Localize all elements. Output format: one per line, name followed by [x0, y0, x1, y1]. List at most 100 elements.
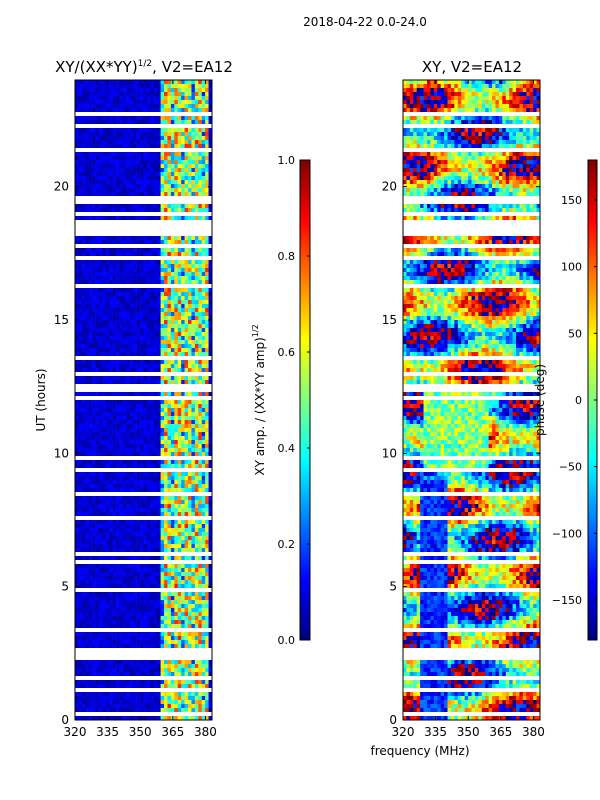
amplitude-cell: [177, 208, 182, 213]
amplitude-cell: [85, 96, 89, 101]
amplitude-cell: [150, 352, 155, 357]
amplitude-cell: [75, 564, 79, 569]
amplitude-cell: [164, 132, 168, 137]
amplitude-cell: [170, 520, 175, 525]
amplitude-cell: [122, 404, 127, 409]
amplitude-cell: [164, 140, 168, 145]
amplitude-cell: [164, 620, 168, 625]
amplitude-cell: [177, 308, 182, 313]
amplitude-cell: [105, 496, 110, 501]
amplitude-cell: [208, 488, 212, 493]
amplitude-cell: [194, 280, 199, 285]
amplitude-cell: [177, 604, 182, 609]
amplitude-cell: [133, 488, 137, 493]
amplitude-cell: [122, 364, 127, 369]
amplitude-cell: [174, 608, 179, 613]
amplitude-cell: [201, 416, 206, 421]
amplitude-cell: [157, 304, 161, 309]
amplitude-cell: [112, 288, 117, 293]
amplitude-cell: [198, 392, 203, 397]
amplitude-cell: [153, 512, 158, 517]
amplitude-cell: [92, 128, 96, 133]
amplitude-cell: [198, 532, 203, 537]
amplitude-cell: [140, 692, 144, 697]
amplitude-cell: [150, 168, 155, 173]
amplitude-cell: [88, 324, 93, 329]
amplitude-cell: [116, 480, 120, 485]
amplitude-cell: [191, 476, 196, 481]
amplitude-cell: [95, 568, 100, 573]
amplitude-cell: [164, 320, 168, 325]
amplitude-cell: [126, 524, 131, 529]
amplitude-cell: [136, 440, 141, 445]
amplitude-cell: [164, 540, 168, 545]
amplitude-cell: [208, 248, 212, 253]
amplitude-cell: [177, 180, 182, 185]
amplitude-cell: [157, 336, 161, 341]
amplitude-cell: [167, 404, 172, 409]
amplitude-cell: [140, 488, 144, 493]
amplitude-cell: [136, 204, 141, 209]
amplitude-cell: [140, 540, 144, 545]
amplitude-cell: [208, 672, 212, 677]
amplitude-cell: [98, 696, 103, 701]
amplitude-cell: [167, 376, 172, 381]
amplitude-cell: [188, 576, 192, 581]
amplitude-cell: [167, 364, 172, 369]
amplitude-cell: [188, 332, 192, 337]
amplitude-cell: [105, 684, 110, 689]
amplitude-cell: [184, 88, 189, 93]
amplitude-cell: [136, 580, 141, 585]
amplitude-cell: [98, 568, 103, 573]
amplitude-cell: [122, 264, 127, 269]
amplitude-cell: [105, 420, 110, 425]
amplitude-cell: [184, 460, 189, 465]
amplitude-cell: [102, 368, 107, 373]
amplitude-cell: [160, 476, 165, 481]
amplitude-cell: [181, 248, 185, 253]
amplitude-cell: [146, 184, 151, 189]
amplitude-cell: [167, 460, 172, 465]
amplitude-cell: [81, 276, 86, 281]
amplitude-cell: [92, 512, 96, 517]
amplitude-cell: [75, 188, 79, 193]
amplitude-cell: [181, 644, 185, 649]
amplitude-cell: [164, 104, 168, 109]
amplitude-cell: [208, 636, 212, 641]
amplitude-cell: [164, 440, 168, 445]
amplitude-cell: [160, 332, 165, 337]
amplitude-cell: [194, 504, 199, 509]
amplitude-cell: [122, 344, 127, 349]
amplitude-cell: [85, 180, 89, 185]
amplitude-cell: [146, 164, 151, 169]
amplitude-cell: [140, 308, 144, 313]
amplitude-cell: [157, 288, 161, 293]
flagged-gap-row: [75, 112, 212, 117]
amplitude-cell: [105, 84, 110, 89]
amplitude-cell: [136, 632, 141, 637]
amplitude-cell: [136, 240, 141, 245]
amplitude-cell: [157, 532, 161, 537]
amplitude-cell: [170, 536, 175, 541]
amplitude-cell: [198, 528, 203, 533]
amplitude-cell: [129, 308, 134, 313]
amplitude-cell: [146, 380, 151, 385]
amplitude-cell: [109, 204, 113, 209]
amplitude-cell: [85, 132, 89, 137]
amplitude-cell: [119, 412, 124, 417]
amplitude-cell: [201, 472, 206, 477]
amplitude-cell: [184, 484, 189, 489]
amplitude-cell: [208, 192, 212, 197]
amplitude-cell: [129, 568, 134, 573]
amplitude-cell: [205, 488, 209, 493]
amplitude-cell: [92, 604, 96, 609]
amplitude-cell: [150, 240, 155, 245]
amplitude-cell: [136, 660, 141, 665]
amplitude-cell: [129, 504, 134, 509]
amplitude-cell: [75, 540, 79, 545]
amplitude-cell: [205, 164, 209, 169]
amplitude-cell: [119, 392, 124, 397]
amplitude-cell: [122, 604, 127, 609]
amplitude-cell: [181, 336, 185, 341]
amplitude-cell: [133, 540, 137, 545]
